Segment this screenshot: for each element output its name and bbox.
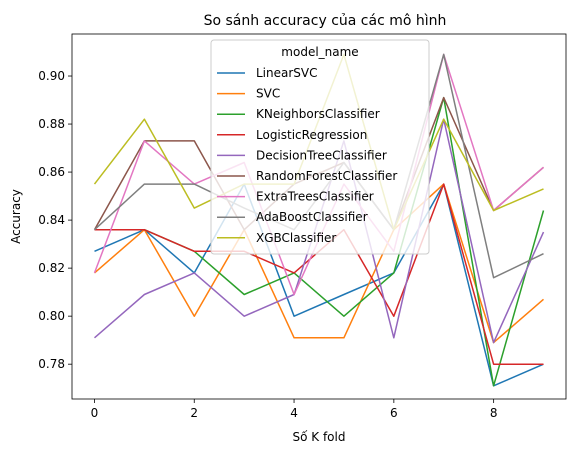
y-axis-ticks: 0.78 0.80 0.82 0.84 0.86 0.88 0.90 <box>38 69 72 371</box>
series-line-0 <box>94 183 544 387</box>
y-tick-label-6: 0.90 <box>38 69 65 83</box>
legend-label-1: SVC <box>256 87 280 101</box>
y-tick-label-0: 0.78 <box>38 357 65 371</box>
legend-items: LinearSVC SVC KNeighborsClassifier Logistic… <box>217 66 397 245</box>
x-tick-label-0: 0 <box>91 406 99 420</box>
legend-label-8: XGBClassifier <box>256 231 336 245</box>
legend-label-2: KNeighborsClassifier <box>256 107 380 121</box>
legend-label-0: LinearSVC <box>256 66 318 80</box>
y-tick-label-1: 0.80 <box>38 309 65 323</box>
legend-label-6: ExtraTreesClassifier <box>256 190 374 204</box>
plot-frame <box>71 33 567 400</box>
legend-label-3: LogisticRegression <box>256 128 367 142</box>
y-tick-label-3: 0.84 <box>38 213 65 227</box>
y-tick-label-4: 0.86 <box>38 165 65 179</box>
x-tick-label-1: 2 <box>190 406 198 420</box>
legend-box <box>210 39 430 255</box>
series-line-1 <box>94 183 544 344</box>
x-tick-label-4: 8 <box>490 406 498 420</box>
x-axis-ticks: 0 2 4 6 8 <box>91 399 498 420</box>
legend-label-4: DecisionTreeClassifier <box>256 148 387 162</box>
legend-label-7: AdaBoostClassifier <box>256 210 368 224</box>
chart-title: So sánh accuracy của các mô hình <box>204 13 447 29</box>
y-tick-label-2: 0.82 <box>38 261 65 275</box>
legend-label-5: RandomForestClassifier <box>256 169 397 183</box>
y-axis-label: Accuracy <box>9 189 23 244</box>
x-axis-label: Số K fold <box>293 430 346 444</box>
legend-title: model_name <box>281 45 358 59</box>
y-tick-label-5: 0.88 <box>38 117 65 131</box>
legend: model_name LinearSVC SVC KNeighborsClassif… <box>210 39 430 255</box>
x-tick-label-2: 4 <box>290 406 298 420</box>
x-tick-label-3: 6 <box>390 406 398 420</box>
